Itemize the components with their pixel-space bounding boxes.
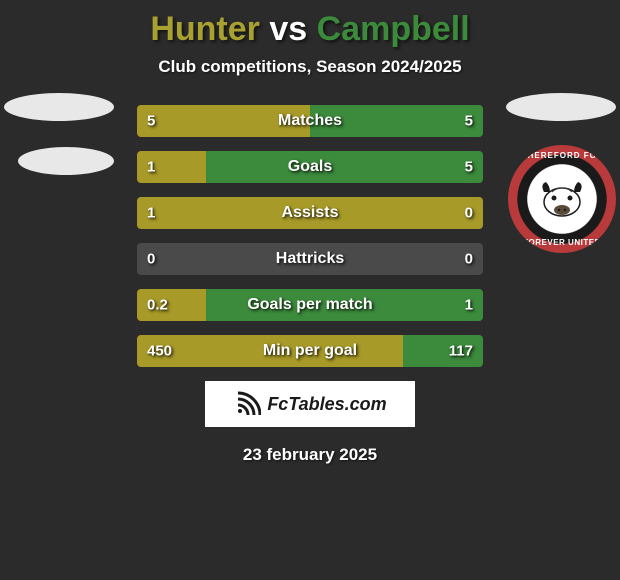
stat-label: Goals per match — [247, 296, 372, 314]
stat-left-value: 450 — [147, 343, 172, 360]
stat-label: Goals — [288, 158, 332, 176]
stat-left-value: 0.2 — [147, 297, 168, 314]
stat-label: Min per goal — [263, 342, 357, 360]
page-title: Hunter vs Campbell — [0, 10, 620, 49]
stat-row: 5 5 Matches — [137, 105, 483, 137]
stat-right-value: 117 — [449, 343, 473, 360]
bar-right-fill — [206, 151, 483, 183]
stat-label: Matches — [278, 112, 342, 130]
player2-name: Campbell — [317, 10, 470, 48]
stat-row: 450 117 Min per goal — [137, 335, 483, 367]
stat-left-value: 5 — [147, 113, 155, 130]
placeholder-ellipse — [4, 93, 114, 121]
crest-circle: HEREFORD FC FOREVER UNITED — [508, 145, 616, 253]
subtitle: Club competitions, Season 2024/2025 — [0, 57, 620, 77]
left-badge — [4, 93, 114, 201]
club-crest: HEREFORD FC FOREVER UNITED — [508, 145, 616, 253]
placeholder-ellipse — [506, 93, 616, 121]
stat-row: 1 0 Assists — [137, 197, 483, 229]
fctables-logo-icon — [233, 390, 261, 418]
right-badge — [506, 93, 616, 147]
stat-label: Hattricks — [276, 250, 344, 268]
player1-name: Hunter — [150, 10, 260, 48]
stat-left-value: 1 — [147, 159, 155, 176]
stat-right-value: 5 — [465, 159, 473, 176]
stat-right-value: 1 — [465, 297, 473, 314]
stat-row: 0.2 1 Goals per match — [137, 289, 483, 321]
stat-left-value: 1 — [147, 205, 155, 222]
vs-text: vs — [269, 10, 307, 48]
placeholder-ellipse — [18, 147, 114, 175]
stat-right-value: 0 — [465, 205, 473, 222]
stat-row: 0 0 Hattricks — [137, 243, 483, 275]
stat-right-value: 0 — [465, 251, 473, 268]
footer-brand: FcTables.com — [267, 394, 386, 415]
footer-badge: FcTables.com — [205, 381, 415, 427]
crest-top-text: HEREFORD FC — [528, 151, 597, 160]
crest-bottom-text: FOREVER UNITED — [523, 238, 601, 247]
bull-icon — [538, 178, 586, 220]
stat-right-value: 5 — [465, 113, 473, 130]
stat-left-value: 0 — [147, 251, 155, 268]
stat-label: Assists — [282, 204, 339, 222]
container: Hunter vs Campbell Club competitions, Se… — [0, 0, 620, 580]
stats-bars: 5 5 Matches 1 5 Goals 1 0 Assists 0 0 Hattricks 0.2 1… — [137, 105, 483, 367]
chart-area: HEREFORD FC FOREVER UNITED — [0, 105, 620, 367]
footer-date: 23 february 2025 — [0, 445, 620, 465]
stat-row: 1 5 Goals — [137, 151, 483, 183]
